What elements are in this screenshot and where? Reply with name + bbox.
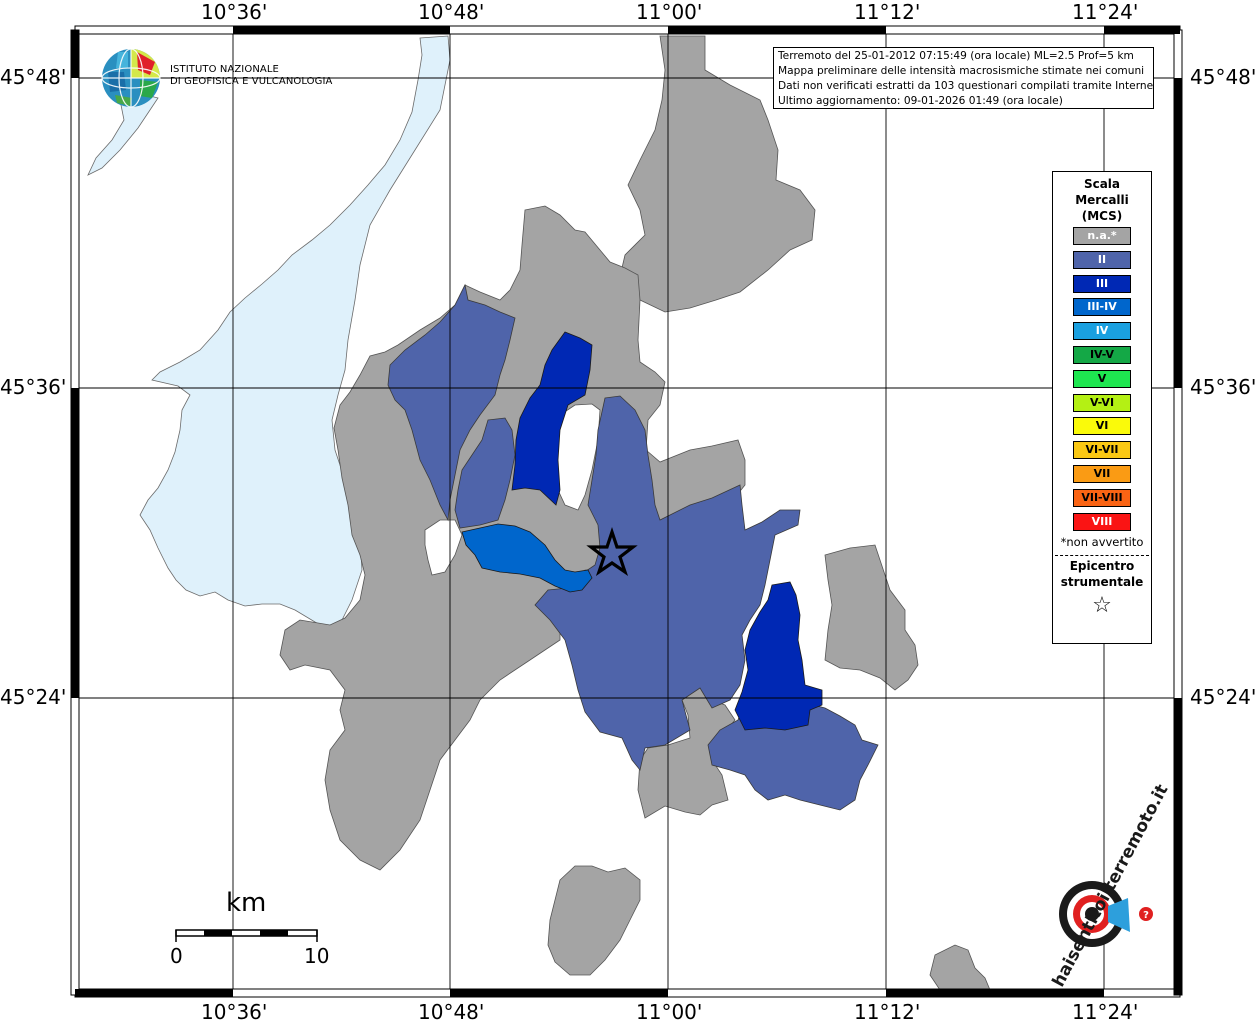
scale-max: 10 xyxy=(304,944,330,968)
legend-item: VII xyxy=(1073,464,1131,483)
legend-note: *non avvertito xyxy=(1060,535,1144,550)
scale-bar xyxy=(175,929,318,942)
axis-left-label: 45°48' xyxy=(0,65,67,89)
axis-right-label: 45°36' xyxy=(1190,375,1255,399)
axis-left-label: 45°36' xyxy=(0,375,67,399)
municipalities-intensity-III-IV xyxy=(461,523,593,593)
axis-right-label: 45°24' xyxy=(1190,685,1255,709)
legend-star-icon: ☆ xyxy=(1092,593,1112,619)
legend-item: IV xyxy=(1073,322,1131,341)
legend-item: VIII xyxy=(1073,512,1131,531)
event-info-line: Ultimo aggiornamento: 09-01-2026 01:49 (… xyxy=(778,95,1063,107)
axis-bottom-label: 10°48' xyxy=(418,1000,485,1024)
ingv-org-name: ISTITUTO NAZIONALE DI GEOFISICA E VULCAN… xyxy=(170,64,333,88)
axis-bottom-label: 11°24' xyxy=(1072,1000,1139,1024)
legend-epicenter-line: strumentale xyxy=(1060,575,1144,590)
ingv-line2: DI GEOFISICA E VULCANOLOGIA xyxy=(170,76,333,87)
legend-item: VI xyxy=(1073,417,1131,436)
map-frame xyxy=(70,25,1183,998)
axis-top-label: 10°36' xyxy=(201,0,268,24)
haisentito-logo-icon: ? xyxy=(1059,881,1153,947)
lake-garda xyxy=(87,35,451,631)
axis-left-label: 45°24' xyxy=(0,685,67,709)
axis-top-label: 10°48' xyxy=(418,0,485,24)
legend-item: n.a.* xyxy=(1073,227,1131,245)
legend-epicenter-line: Epicentro xyxy=(1069,559,1135,574)
legend-item: III-IV xyxy=(1073,298,1131,317)
municipalities-intensity-III xyxy=(511,331,823,731)
scale-unit: km xyxy=(226,888,267,918)
legend-title-line: (MCS) xyxy=(1081,209,1123,223)
event-info-line: Mappa preliminare delle intensità macros… xyxy=(778,65,1145,77)
event-info-box: Terremoto del 25-01-2012 07:15:49 (ora l… xyxy=(773,47,1154,109)
legend-title-line: Scala xyxy=(1083,177,1121,191)
intensity-legend: Scala Mercalli (MCS) n.a.* II III III-IV IV I… xyxy=(1052,171,1152,644)
legend-title: Scala Mercalli (MCS) xyxy=(1053,176,1151,224)
legend-item: III xyxy=(1073,274,1131,293)
legend-item: II xyxy=(1073,250,1131,269)
legend-epicenter-label: Epicentro strumentale xyxy=(1053,558,1151,590)
ingv-line1: ISTITUTO NAZIONALE xyxy=(170,64,279,75)
epicenter-star-icon xyxy=(586,526,638,577)
axis-bottom-label: 11°12' xyxy=(854,1000,921,1024)
legend-items: n.a.* II III III-IV IV IV-V V V-VI VI VI-VII VII VI… xyxy=(1053,227,1151,531)
axis-bottom-label: 10°36' xyxy=(201,1000,268,1024)
event-info-line: Dati non verificati estratti da 103 ques… xyxy=(778,80,1154,92)
legend-item: V xyxy=(1073,369,1131,388)
legend-item: IV-V xyxy=(1073,345,1131,364)
legend-divider xyxy=(1055,555,1149,557)
svg-text:?: ? xyxy=(1143,910,1149,921)
legend-title-line: Mercalli xyxy=(1075,193,1129,207)
scale-min: 0 xyxy=(170,944,183,968)
event-info-line: Terremoto del 25-01-2012 07:15:49 (ora l… xyxy=(778,50,1134,62)
ingv-globe-icon xyxy=(101,48,161,108)
axis-top-label: 11°00' xyxy=(636,0,703,24)
legend-item: VII-VIII xyxy=(1073,488,1131,507)
small-lake xyxy=(424,403,601,576)
axis-right-label: 45°48' xyxy=(1190,65,1255,89)
axis-top-label: 11°12' xyxy=(854,0,921,24)
axis-bottom-label: 11°00' xyxy=(636,1000,703,1024)
legend-item: VI-VII xyxy=(1073,441,1131,460)
axis-top-label: 11°24' xyxy=(1072,0,1139,24)
legend-item: V-VI xyxy=(1073,393,1131,412)
